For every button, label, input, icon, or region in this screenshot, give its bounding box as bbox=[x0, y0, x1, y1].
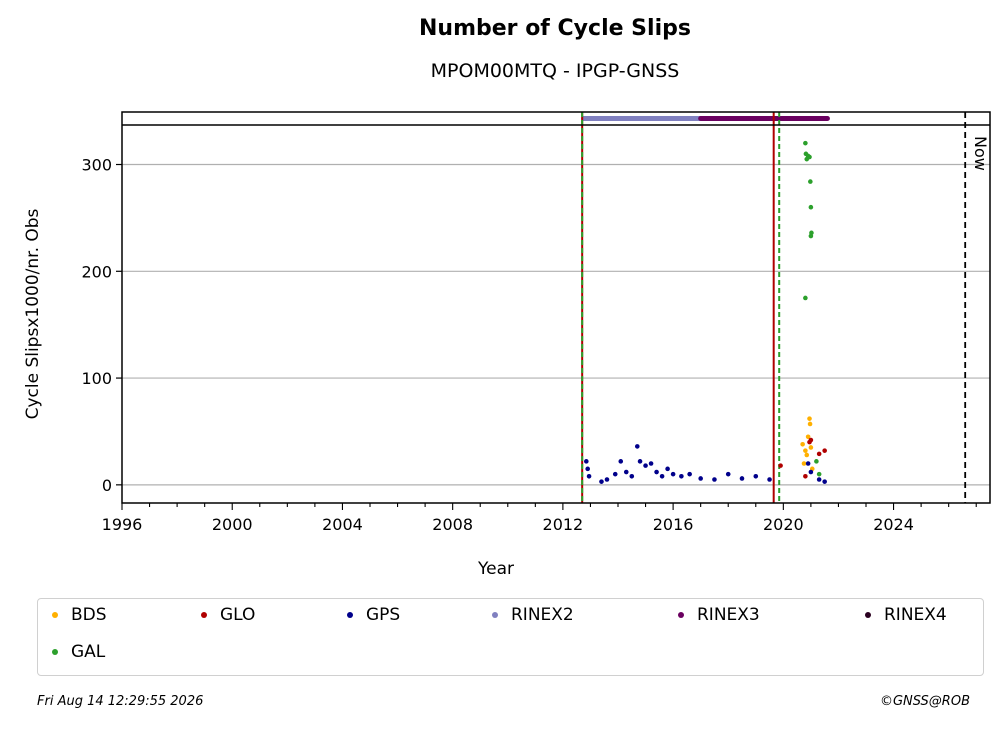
legend: BDS GLO GPS RINEX2 RINEX3 RINEX4 GAL bbox=[37, 598, 984, 676]
point-gps-23 bbox=[753, 474, 759, 479]
point-glo-4 bbox=[822, 448, 827, 453]
legend-marker-rinex3 bbox=[678, 612, 684, 618]
legend-label-rinex4: RINEX4 bbox=[884, 605, 947, 625]
point-gal-5 bbox=[808, 179, 813, 184]
point-gps-22 bbox=[739, 476, 745, 481]
plot-frame bbox=[121, 111, 991, 504]
legend-marker-rinex4 bbox=[865, 612, 871, 618]
legend-item-gal: GAL bbox=[52, 642, 105, 662]
point-glo-5 bbox=[803, 474, 808, 479]
point-gps-16 bbox=[670, 471, 676, 477]
point-gps-14 bbox=[659, 474, 665, 479]
legend-marker-glo bbox=[201, 612, 207, 618]
point-gps-13 bbox=[654, 469, 659, 475]
footer-copyright: ©GNSS@ROB bbox=[879, 694, 970, 709]
point-gps-26 bbox=[808, 469, 814, 475]
legend-label-rinex3: RINEX3 bbox=[697, 605, 760, 625]
point-glo-0 bbox=[778, 463, 783, 468]
point-gal-11 bbox=[816, 471, 822, 477]
point-bds-2 bbox=[805, 434, 811, 440]
point-gps-1 bbox=[585, 466, 590, 472]
point-bds-7 bbox=[801, 461, 807, 466]
point-gps-9 bbox=[634, 444, 640, 449]
x-axis-title: Year bbox=[477, 559, 514, 579]
legend-marker-bds bbox=[52, 612, 58, 618]
legend-item-gps: GPS bbox=[347, 605, 400, 625]
point-glo-3 bbox=[816, 451, 822, 457]
point-gps-4 bbox=[604, 477, 610, 482]
point-gps-12 bbox=[648, 461, 654, 466]
point-gps-10 bbox=[637, 459, 643, 464]
point-gal-0 bbox=[803, 140, 808, 146]
legend-marker-rinex2 bbox=[492, 612, 498, 618]
point-gps-20 bbox=[712, 477, 717, 482]
point-gal-4 bbox=[807, 154, 812, 160]
legend-label-bds: BDS bbox=[71, 605, 107, 625]
x-tick-label-2012: 2012 bbox=[543, 515, 584, 534]
point-gps-8 bbox=[629, 474, 635, 479]
point-bds-5 bbox=[804, 452, 810, 458]
point-gal-8 bbox=[808, 233, 814, 239]
y-tick-label-200: 200 bbox=[81, 262, 112, 281]
y-tick-label-300: 300 bbox=[81, 156, 112, 175]
legend-item-glo: GLO bbox=[201, 605, 255, 625]
point-gps-17 bbox=[679, 474, 684, 479]
point-gps-25 bbox=[805, 461, 811, 466]
x-tick-label-2008: 2008 bbox=[432, 515, 473, 534]
point-bds-4 bbox=[807, 421, 813, 427]
point-gps-19 bbox=[698, 476, 703, 481]
point-bds-1 bbox=[803, 448, 808, 453]
point-gps-28 bbox=[822, 479, 827, 484]
x-tick-label-2024: 2024 bbox=[873, 515, 914, 534]
legend-label-gal: GAL bbox=[71, 642, 106, 662]
legend-label-glo: GLO bbox=[220, 605, 256, 625]
legend-item-bds: BDS bbox=[52, 605, 107, 625]
point-gps-0 bbox=[584, 459, 589, 464]
point-gps-11 bbox=[643, 463, 648, 468]
legend-label-rinex2: RINEX2 bbox=[511, 605, 574, 625]
legend-marker-gps bbox=[347, 612, 353, 618]
chart-canvas: Now 0 100 200 300 1996 2000 2004 2008 2012 2016 202… bbox=[23, 111, 991, 579]
point-bds-0 bbox=[800, 441, 805, 447]
x-tick-label-2004: 2004 bbox=[322, 515, 363, 534]
chart-title: Number of Cycle Slips bbox=[419, 16, 691, 41]
x-tick-label-1996: 1996 bbox=[102, 515, 143, 534]
y-axis-title: Cycle Slipsx1000/nr. Obs bbox=[23, 208, 43, 419]
point-bds-3 bbox=[807, 416, 812, 421]
point-glo-2 bbox=[808, 437, 814, 443]
footer-timestamp: Fri Aug 14 12:29:55 2026 bbox=[37, 694, 204, 709]
legend-label-gps: GPS bbox=[366, 605, 401, 625]
x-tick-label-2016: 2016 bbox=[653, 515, 694, 534]
point-gps-7 bbox=[623, 469, 629, 475]
point-gps-5 bbox=[612, 471, 618, 477]
now-label: Now bbox=[971, 136, 990, 171]
legend-item-rinex4: RINEX4 bbox=[865, 605, 947, 625]
point-gps-27 bbox=[816, 477, 822, 482]
point-gal-9 bbox=[803, 295, 808, 301]
point-bds-6 bbox=[808, 445, 814, 450]
point-gal-10 bbox=[814, 459, 819, 464]
x-tick-label-2020: 2020 bbox=[763, 515, 804, 534]
y-tick-label-0: 0 bbox=[102, 476, 112, 495]
chart-subtitle: MPOM00MTQ - IPGP-GNSS bbox=[430, 60, 680, 82]
point-gps-21 bbox=[725, 471, 731, 477]
point-gps-6 bbox=[618, 459, 624, 464]
legend-item-rinex3: RINEX3 bbox=[678, 605, 760, 625]
point-gps-15 bbox=[665, 466, 670, 472]
y-tick-label-100: 100 bbox=[81, 369, 112, 388]
point-gps-24 bbox=[767, 477, 772, 482]
point-gal-6 bbox=[808, 204, 814, 210]
legend-item-rinex2: RINEX2 bbox=[492, 605, 574, 625]
legend-marker-gal bbox=[52, 649, 58, 655]
point-gps-3 bbox=[599, 479, 604, 484]
point-gps-18 bbox=[687, 471, 692, 477]
x-tick-label-2000: 2000 bbox=[212, 515, 253, 534]
point-gps-2 bbox=[586, 474, 592, 479]
